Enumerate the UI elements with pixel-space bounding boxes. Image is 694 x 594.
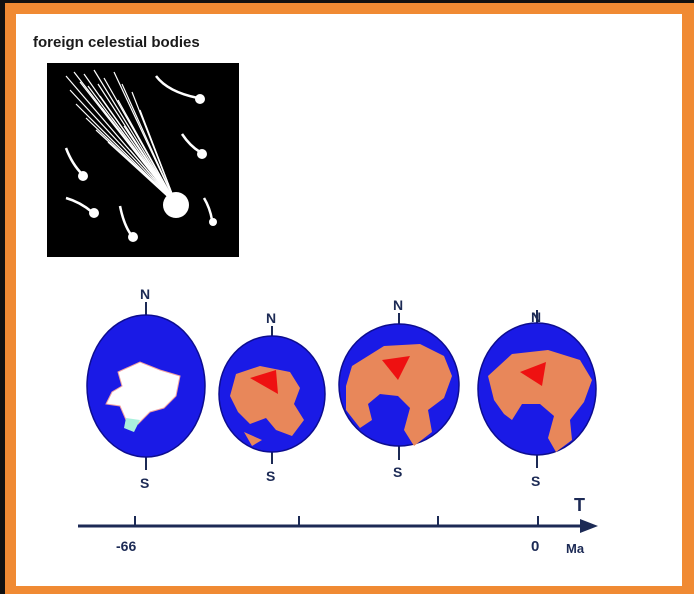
globe-1-south-label: S [140,475,149,491]
landmass-fragment [124,418,140,432]
figure-title: foreign celestial bodies [33,34,200,51]
globe-3-south-label: S [393,464,402,480]
globe-minus-66 [86,302,206,470]
globe-4-south-label: S [531,473,540,489]
globe-2-north-label: N [266,310,276,326]
globe-4-north-label: N [531,309,541,325]
tick-label-0: 0 [531,538,539,555]
globe-3 [338,313,460,460]
globe-3-north-label: N [393,297,403,313]
comet-tail [65,69,177,205]
globe-2-south-label: S [266,468,275,484]
meteoroid-heads [78,94,217,242]
pangaea-landmass [105,361,181,425]
axis-unit: Ma [566,541,585,556]
globe-2 [218,326,326,464]
highlight-region [382,356,410,380]
continents [230,366,304,436]
continents [488,350,592,452]
tick-label-minus-66: -66 [116,538,136,554]
continents [346,344,452,446]
comet-head [163,192,189,218]
axis-arrow-icon [580,519,598,533]
globe-0 [477,310,597,468]
globe-1-north-label: N [140,286,150,302]
time-axis: -66 0 T Ma [78,495,598,556]
axis-symbol: T [574,495,585,515]
highlight-region [250,370,278,394]
highlight-region [520,362,546,386]
comet-illustration [47,63,239,257]
